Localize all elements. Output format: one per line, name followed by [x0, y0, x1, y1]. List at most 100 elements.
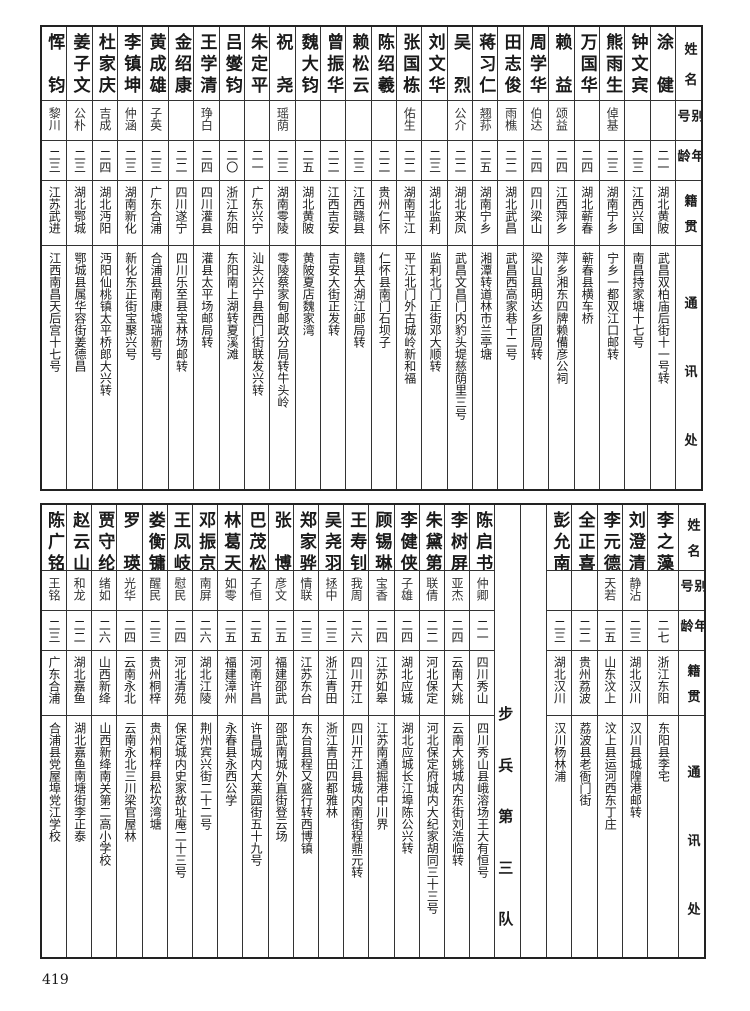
person-address: 贵州桐梓县松坎湾塘: [148, 722, 163, 830]
person-alias: 子恒: [248, 577, 263, 601]
cell-native: 江西赣县: [346, 181, 371, 246]
person-age: 二五: [478, 149, 493, 173]
cell-age: 二五: [268, 611, 293, 651]
cell-age: 二一: [244, 141, 270, 181]
person-native: 福建漳州: [223, 656, 238, 704]
cell-alias: [295, 101, 320, 141]
cell-name: 林葛天: [218, 505, 243, 571]
cell-native: 湖北汉川: [547, 651, 572, 716]
person-age: 二四: [172, 619, 187, 643]
person-name: 钟文宾: [627, 33, 648, 93]
cell-native: 湖北黄陂: [295, 181, 320, 246]
person-address: 保定城内史家故址庵二十三号: [173, 722, 188, 878]
roster-table-bottom: 姓名 别号 年龄 籍贯 通讯处 李之藻 二七 浙江东阳 东阳县李宅 刘澄清 静沾 二三 湖北汉川 汉川县城…: [40, 503, 706, 959]
cell-age: 二四: [92, 141, 118, 181]
person-name: 周学华: [526, 33, 547, 93]
person-native: 湖北蕲春: [579, 186, 594, 234]
person-native: 湖南平江: [402, 186, 417, 234]
person-native: 江苏武进: [47, 186, 62, 234]
header-column: 姓名 别号 年龄 籍贯 通讯处: [678, 505, 704, 957]
cell-age: 二三: [42, 141, 67, 181]
person-column: 彭允南 二三 湖北汉川 汉川杨林浦: [546, 505, 572, 957]
person-column: 吴尧羽 拯中 二三 浙江青田 浙江青田四都雅林: [317, 505, 344, 957]
cell-name: 杜家庆: [92, 27, 118, 101]
person-address: 监利北门正街邓大顺转: [428, 252, 443, 372]
person-name: 赖松云: [348, 33, 369, 93]
person-native: 湖北沔阳: [97, 186, 112, 234]
person-column: 吴烈 公介 二二 湖北来凤 武昌文昌门内豹头堤慈荫里三号: [446, 27, 473, 489]
cell-native: 湖北鄂城: [67, 181, 92, 246]
person-native: 浙江东阳: [656, 656, 670, 704]
person-native: 四川梁山: [529, 186, 544, 234]
person-column: 李之藻 二七 浙江东阳 东阳县李宅: [647, 505, 678, 957]
person-name: 朱定平: [247, 33, 268, 93]
header-cell-name: 姓名: [676, 27, 701, 101]
header-label-native: 籍贯: [684, 663, 700, 703]
cell-age: 二二: [320, 141, 346, 181]
cell-native: 四川灌县: [194, 181, 219, 246]
person-age: 二三: [630, 149, 645, 173]
cell-native: 四川开江: [344, 651, 369, 716]
cell-native: 湖北嘉鱼: [67, 651, 92, 716]
cell-address: 山西新绛南关第二高小学校: [92, 716, 116, 957]
cell-alias: [346, 101, 371, 141]
cell-name: 顾锡琳: [369, 505, 394, 571]
person-column: 李健侠 子雄 二四 湖北应城 湖北应城长江埠陈公兴转: [393, 505, 419, 957]
cell-native: 四川梁山: [523, 181, 549, 246]
cell-native: 山西新绛: [92, 651, 117, 716]
cell-address: 灌县太平场邮局转: [194, 246, 218, 489]
person-column: 魏大钧 二五 湖北黄陂 黄陂夏店魏家湾: [294, 27, 320, 489]
cell-address: 鄂城县属华容街姜德昌: [67, 246, 91, 489]
person-native: 四川秀山: [475, 656, 490, 704]
cell-address: 汶上县运河西东丁庄: [598, 716, 622, 957]
person-age: 二四: [122, 619, 137, 643]
cell-address: 湘潭转道林市兰亭塘: [473, 246, 497, 489]
section-label-column: 步兵第三队: [494, 505, 520, 957]
cell-address: 东阳县李宅: [648, 716, 678, 957]
cell-age: 二五: [295, 141, 320, 181]
person-column: 李镇坤 仲涵 二三 湖南新化 新化东正街宝聚兴号: [117, 27, 143, 489]
cell-address: 合浦县南康墟瑞新号: [143, 246, 167, 489]
person-native: 贵州桐梓: [147, 656, 162, 704]
person-alias: 天若: [602, 577, 617, 601]
cell-age: 二四: [574, 141, 599, 181]
person-alias: 琤白: [199, 107, 214, 131]
person-address: 东阳县李宅: [656, 722, 671, 782]
cell-native: 浙江东阳: [648, 651, 678, 716]
person-alias: 拯中: [324, 577, 339, 601]
person-address: 云南永北三川梁官屋林: [123, 722, 138, 842]
person-column: 吕燮钧 二〇 浙江东阳 东阳南上湖转夏溪滩: [218, 27, 244, 489]
cell-address: 浙江青田四都雅林: [319, 716, 343, 957]
cell-address: 新化东正街宝聚兴号: [118, 246, 142, 489]
cell-name: 陈广铭: [41, 505, 67, 571]
person-column: 周学华 伯达 二四 四川梁山 梁山县明达乡团局转: [522, 27, 549, 489]
person-name: 贾守纶: [94, 511, 115, 571]
person-name: 魏大钧: [297, 33, 318, 93]
cell-age: 二三: [118, 141, 143, 181]
person-age: 二五: [602, 619, 617, 643]
cell-name: 朱黛第: [419, 505, 444, 571]
person-age: 二二: [452, 149, 467, 173]
person-age: 二五: [248, 619, 263, 643]
person-native: 贵州仁怀: [376, 186, 391, 234]
person-alias: 倬基: [605, 107, 620, 131]
header-label-address: 通讯处: [681, 295, 697, 446]
person-address: 湖北应城长江埠陈公兴转: [400, 722, 415, 854]
person-column: 黄成雄 子英 二三 广东合浦 合浦县南康墟瑞新号: [142, 27, 168, 489]
cell-name: 黄成雄: [143, 27, 168, 101]
person-native: 湖北黄陂: [300, 186, 315, 234]
person-name: 李健侠: [396, 511, 417, 571]
person-name: 万国华: [576, 33, 597, 93]
cell-alias: 宝香: [369, 571, 394, 611]
person-column: 郑家骅 情联 二三 江苏东台 东台县程又盛行转西博镇: [292, 505, 318, 957]
person-alias: 光华: [122, 577, 137, 601]
person-name: 恽钧: [44, 33, 65, 93]
person-native: 山西新绛: [97, 656, 112, 704]
cell-alias: 倬基: [599, 101, 625, 141]
cell-address: 仁怀县南门石坝子: [372, 246, 396, 489]
cell-age: 二二: [447, 141, 473, 181]
person-age: 二四: [529, 149, 544, 173]
header-label-name: 姓名: [684, 518, 700, 557]
person-name: 祝尧: [272, 33, 293, 93]
cell-alias: 亚杰: [444, 571, 470, 611]
